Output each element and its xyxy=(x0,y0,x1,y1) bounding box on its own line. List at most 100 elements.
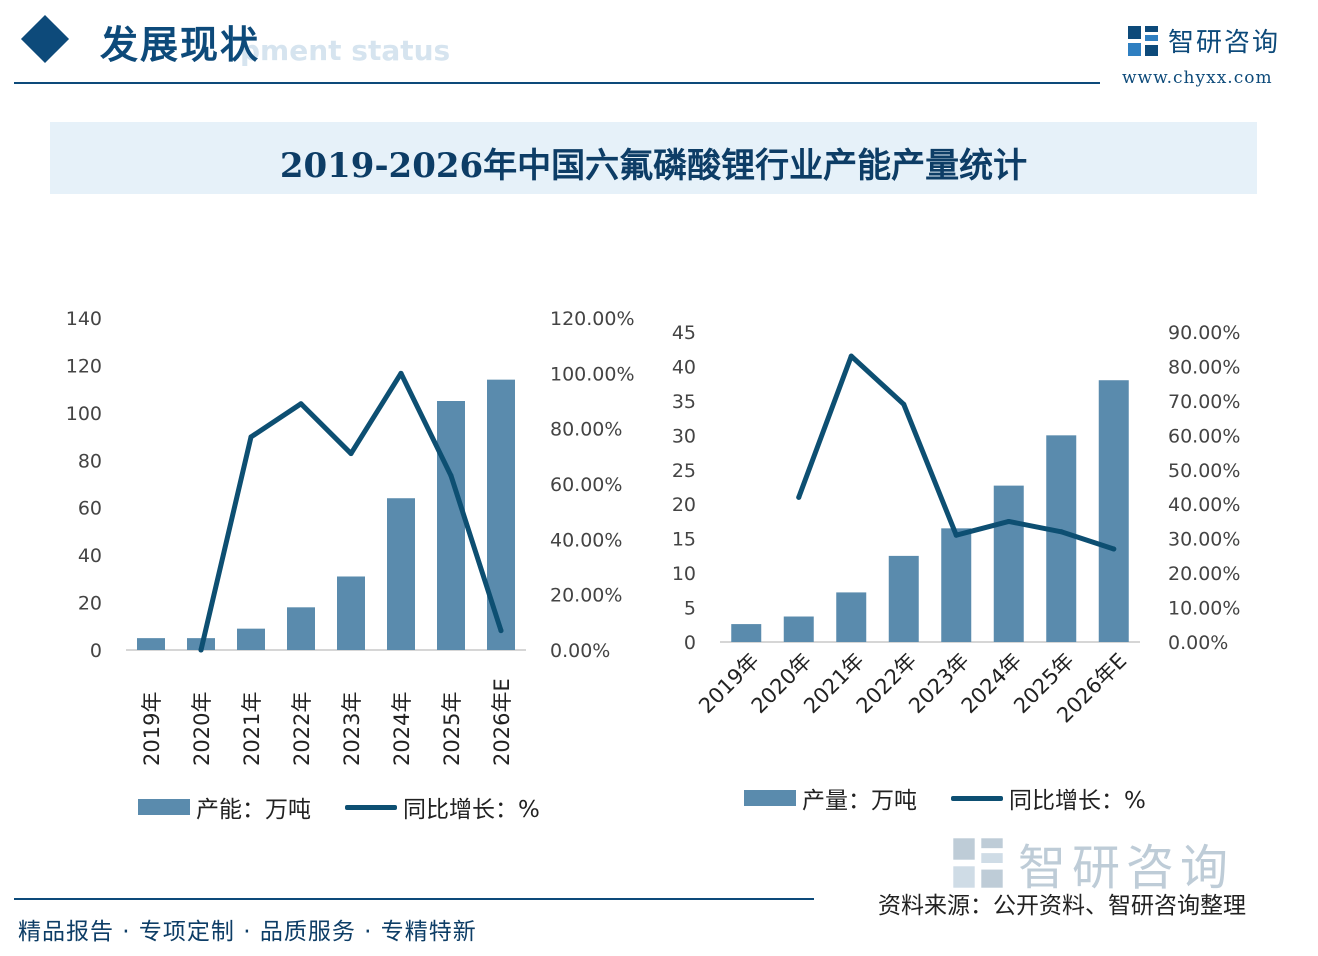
chart2-growth-point xyxy=(796,494,802,500)
legend-bar-swatch xyxy=(138,799,190,815)
chart2-growth-point xyxy=(1111,546,1117,552)
chart2-y2-tick-label: 0.00% xyxy=(1168,632,1228,654)
chart2-y2-tick-label: 10.00% xyxy=(1168,598,1240,620)
watermark-brand-name: 智研咨询 xyxy=(1018,840,1235,896)
chart1-y2-tick-label: 0.00% xyxy=(550,640,610,662)
footer-divider xyxy=(14,898,814,900)
chart2-y2-tick-label: 20.00% xyxy=(1168,563,1240,585)
chart2-y-tick-label: 25 xyxy=(672,460,696,482)
chart1-legend: 产能：万吨 同比增长：% xyxy=(138,790,574,824)
chart1-y2-tick-label: 120.00% xyxy=(550,308,635,330)
chart2-bar xyxy=(836,592,867,642)
header-subtitle: pment status xyxy=(240,34,451,67)
chart1-y2-tick-label: 60.00% xyxy=(550,474,622,496)
brand: 智研咨询 xyxy=(1126,22,1280,59)
chart1-growth-point xyxy=(298,401,304,407)
chart2-y2-tick-label: 90.00% xyxy=(1168,322,1240,344)
chart2-bar xyxy=(783,616,814,642)
chart1-y-tick-label: 60 xyxy=(78,498,102,520)
legend-bar-swatch xyxy=(744,790,796,806)
chart1-growth-point xyxy=(198,647,204,653)
chart1-bar xyxy=(337,576,365,650)
brand-logo-icon xyxy=(1128,25,1158,56)
chart1-x-tick-label: 2019年 xyxy=(140,692,164,766)
chart1-bar xyxy=(237,628,265,650)
legend-line-swatch xyxy=(951,795,1003,801)
chart1-bar xyxy=(487,379,515,650)
brand-url: www.chyxx.com xyxy=(1122,68,1273,88)
chart1-y-tick-label: 120 xyxy=(66,355,102,377)
chart2-legend: 产量：万吨 同比增长：% xyxy=(744,781,1180,815)
chart1-x-tick-label: 2025年 xyxy=(440,692,464,766)
chart1-y-tick-label: 100 xyxy=(66,403,102,425)
legend-item-capacity: 产能：万吨 xyxy=(138,790,311,824)
chart1-growth-point xyxy=(348,451,354,457)
legend-label-capacity: 产能：万吨 xyxy=(196,797,311,823)
chart1-growth-point xyxy=(248,434,254,440)
legend-label-growth: 同比增长：% xyxy=(403,797,540,823)
chart2-bar xyxy=(941,528,972,642)
chart2-y2-tick-label: 60.00% xyxy=(1168,425,1240,447)
legend-label-output: 产量：万吨 xyxy=(802,788,917,814)
watermark-logo: 智研咨询 xyxy=(950,828,1234,898)
chart1-bar xyxy=(387,498,415,650)
chart2-y-tick-label: 40 xyxy=(672,356,696,378)
chart1-y-tick-label: 80 xyxy=(78,450,102,472)
chart1-bar xyxy=(287,607,315,650)
chart1-y2-tick-label: 40.00% xyxy=(550,529,622,551)
chart2-y-tick-label: 30 xyxy=(672,425,696,447)
chart2-bar xyxy=(731,624,762,642)
chart1-bar xyxy=(137,638,165,650)
legend-item-output: 产量：万吨 xyxy=(744,781,917,815)
page-title: 发展现状 xyxy=(100,23,261,67)
footer-slogan: 精品报告 · 专项定制 · 品质服务 · 专精特新 xyxy=(18,919,477,945)
chart2-growth-point xyxy=(1006,518,1012,524)
chart2-y-tick-label: 15 xyxy=(672,529,696,551)
chart1-y-tick-label: 20 xyxy=(78,593,102,615)
chart1-x-tick-label: 2024年 xyxy=(390,692,414,766)
chart1-y-tick-label: 0 xyxy=(90,640,102,662)
chart1-y-tick-label: 140 xyxy=(66,308,102,330)
chart1-x-tick-label: 2023年 xyxy=(340,692,364,766)
chart2-y-tick-label: 45 xyxy=(672,322,696,344)
chart2-y-tick-label: 20 xyxy=(672,494,696,516)
legend-line-swatch xyxy=(345,804,397,810)
chart1-y2-tick-label: 80.00% xyxy=(550,419,622,441)
chart2-y2-tick-label: 40.00% xyxy=(1168,494,1240,516)
chart1-x-tick-label: 2022年 xyxy=(290,692,314,766)
chart2-y2-tick-label: 80.00% xyxy=(1168,356,1240,378)
chart2-y2-tick-label: 30.00% xyxy=(1168,529,1240,551)
chart2-y-tick-label: 35 xyxy=(672,391,696,413)
chart2-y-tick-label: 10 xyxy=(672,563,696,585)
chart1-y2-tick-label: 100.00% xyxy=(550,363,635,385)
chart2-growth-point xyxy=(1058,529,1064,535)
chart1-x-tick-label: 2021年 xyxy=(240,692,264,766)
chart2-y2-tick-label: 50.00% xyxy=(1168,460,1240,482)
chart2-y-tick-label: 0 xyxy=(684,632,696,654)
chart2-bar xyxy=(888,555,919,642)
legend-item-growth: 同比增长：% xyxy=(345,790,540,824)
chart2-y2-tick-label: 70.00% xyxy=(1168,391,1240,413)
chart1-bar xyxy=(437,401,465,650)
chart2-bar xyxy=(1046,435,1077,642)
legend-item-growth-2: 同比增长：% xyxy=(951,781,1146,815)
figure-title-band: 2019-2026年中国六氟磷酸锂行业产能产量统计 xyxy=(50,122,1257,194)
chart2-growth-point xyxy=(848,353,854,359)
chart1-y-tick-label: 40 xyxy=(78,545,102,567)
brand-name: 智研咨询 xyxy=(1168,28,1281,58)
chart1-y2-tick-label: 20.00% xyxy=(550,585,622,607)
chart1-growth-point xyxy=(448,473,454,479)
chart1-growth-point xyxy=(498,628,504,634)
chart2-bar xyxy=(1098,380,1129,642)
watermark-logo-icon xyxy=(953,838,1003,888)
chart2-growth-point xyxy=(953,532,959,538)
chart1-growth-point xyxy=(398,370,404,376)
source-note: 资料来源：公开资料、智研咨询整理 xyxy=(878,893,1246,919)
figure-title: 2019-2026年中国六氟磷酸锂行业产能产量统计 xyxy=(279,146,1028,186)
chart1-x-tick-label: 2020年 xyxy=(190,692,214,766)
header-divider xyxy=(14,82,1100,84)
chart2-y-tick-label: 5 xyxy=(684,598,696,620)
chart2-growth-point xyxy=(901,401,907,407)
chart1-x-tick-label: 2026年E xyxy=(490,678,514,766)
